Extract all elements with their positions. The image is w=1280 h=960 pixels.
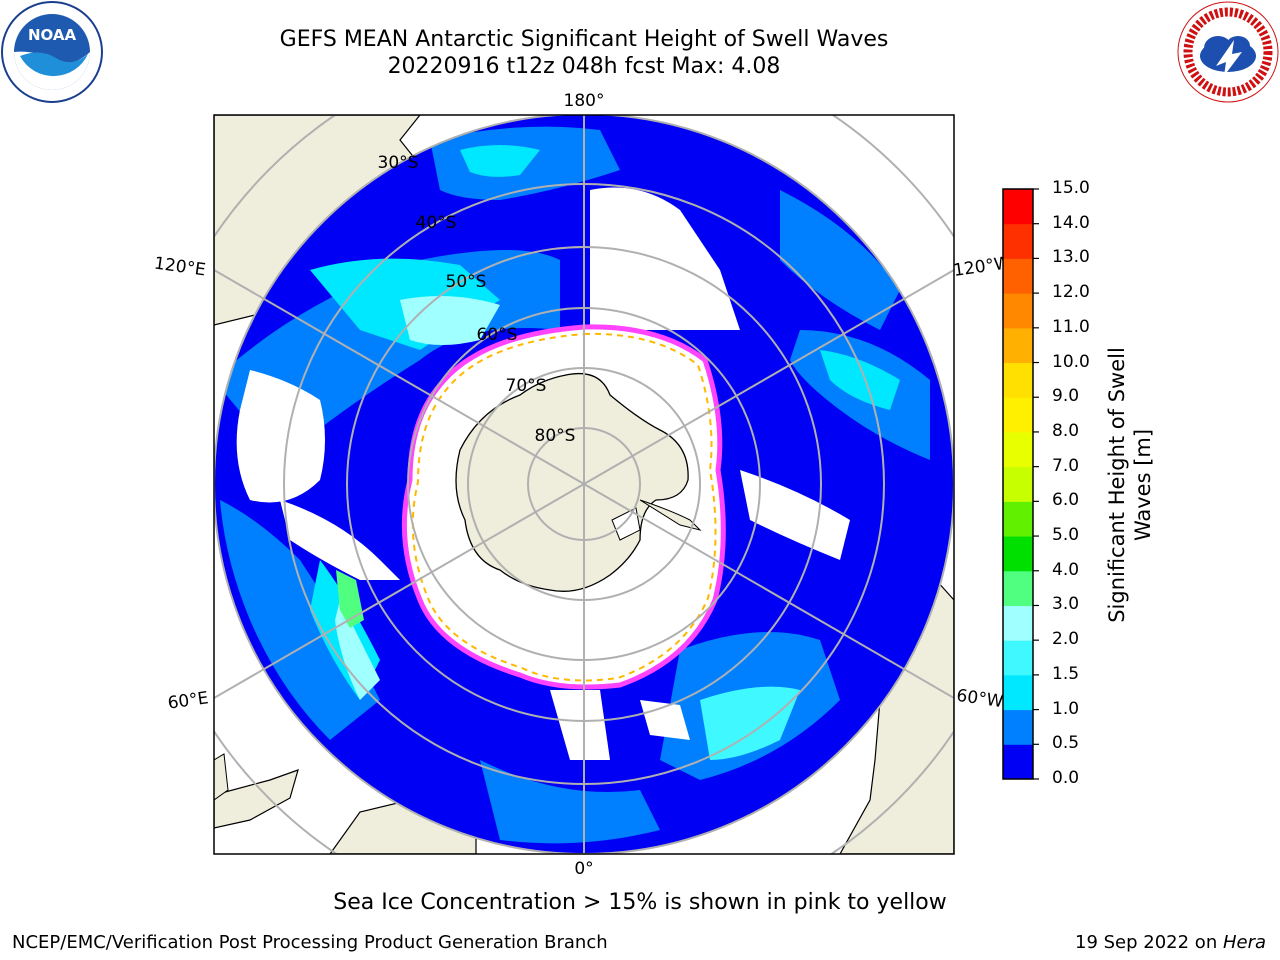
colorbar-segment [1003, 536, 1033, 572]
footer-credit: NCEP/EMC/Verification Post Processing Pr… [12, 932, 608, 953]
colorbar-tick-label: 0.5 [1052, 733, 1080, 754]
colorbar-tick-label: 6.0 [1052, 490, 1080, 511]
map-area [214, 115, 954, 854]
meridians [214, 115, 954, 854]
title-line-2: 20220916 t12z 048h fcst Max: 4.08 [387, 54, 781, 79]
footer-date: 19 Sep 2022 on Hera [1075, 932, 1266, 953]
colorbar-tick-label: 14.0 [1052, 212, 1090, 233]
colorbar-frame [1002, 188, 1034, 780]
colorbar-title-line-1: Significant Height of Swell [1105, 347, 1129, 623]
colorbar-segment [1003, 674, 1033, 711]
colorbar-tick-label: 10.0 [1052, 351, 1090, 372]
colorbar-title: Significant Height of Swell Waves [m] [1090, 330, 1170, 640]
lat-label-70s: 70°S [506, 376, 547, 396]
noaa-logo-text: NOAA [28, 26, 77, 44]
colorbar-tick-label: 8.0 [1052, 420, 1080, 441]
antarctica-land [455, 372, 689, 592]
colorbar-segment [1003, 397, 1033, 433]
nws-logo-icon [1177, 1, 1279, 103]
footer-date-text: 19 Sep 2022 on [1075, 932, 1223, 953]
colorbar-tick-label: 5.0 [1052, 525, 1080, 546]
colorbar-segment [1003, 223, 1033, 259]
colorbar-segment [1003, 293, 1033, 329]
colorbar-segment [1003, 570, 1033, 606]
noaa-logo-icon: NOAA [1, 1, 103, 103]
map-frame [213, 114, 955, 855]
lon-label-60w: 60°W [955, 686, 1004, 712]
colorbar-tick-label: 4.0 [1052, 559, 1080, 580]
colorbar-segment [1003, 362, 1033, 398]
colorbar-segment [1003, 605, 1033, 641]
lat-label-80s: 80°S [535, 426, 576, 446]
colorbar-tick-label: 15.0 [1052, 178, 1090, 198]
colorbar-tick-label: 1.5 [1052, 663, 1080, 684]
colorbar-tick-label: 2.0 [1052, 629, 1080, 650]
lon-label-120e: 120°E [153, 253, 207, 280]
colorbar-tick-label: 9.0 [1052, 386, 1080, 407]
colorbar-tick-label: 1.0 [1052, 698, 1080, 719]
colorbar-title-line-2: Waves [m] [1131, 428, 1155, 542]
colorbar-segment [1003, 258, 1033, 294]
lon-label-180: 180° [564, 91, 605, 111]
colorbar-segment [1003, 744, 1033, 780]
lat-label-30s: 30°S [378, 153, 419, 173]
colorbar-tick-label: 11.0 [1052, 316, 1090, 337]
colorbar-tick-label: 3.0 [1052, 594, 1080, 615]
colorbar-tick-label: 0.0 [1052, 768, 1080, 788]
colorbar-tick-label: 13.0 [1052, 247, 1090, 268]
sea-ice-note: Sea Ice Concentration > 15% is shown in … [333, 890, 947, 915]
title-line-1: GEFS MEAN Antarctic Significant Height o… [279, 27, 889, 52]
footer-machine: Hera [1222, 932, 1266, 953]
colorbar-segment [1003, 640, 1033, 676]
colorbar-tick-label: 7.0 [1052, 455, 1080, 476]
colorbar-segment [1003, 189, 1033, 225]
colorbar-segment [1003, 431, 1033, 468]
africa-land [214, 769, 299, 829]
colorbar-segment [1003, 466, 1033, 502]
colorbar-segment [1003, 501, 1033, 537]
colorbar-tick-label: 12.0 [1052, 282, 1090, 303]
lat-label-50s: 50°S [446, 272, 487, 292]
colorbar-segment [1003, 327, 1033, 364]
chart-title: GEFS MEAN Antarctic Significant Height o… [0, 26, 1168, 80]
lat-label-40s: 40°S [416, 213, 457, 233]
lon-label-0: 0° [574, 859, 593, 879]
lon-label-60e: 60°E [167, 688, 210, 713]
colorbar-segment [1003, 709, 1033, 745]
colorbar [1003, 189, 1033, 780]
lat-label-60s: 60°S [477, 325, 518, 345]
